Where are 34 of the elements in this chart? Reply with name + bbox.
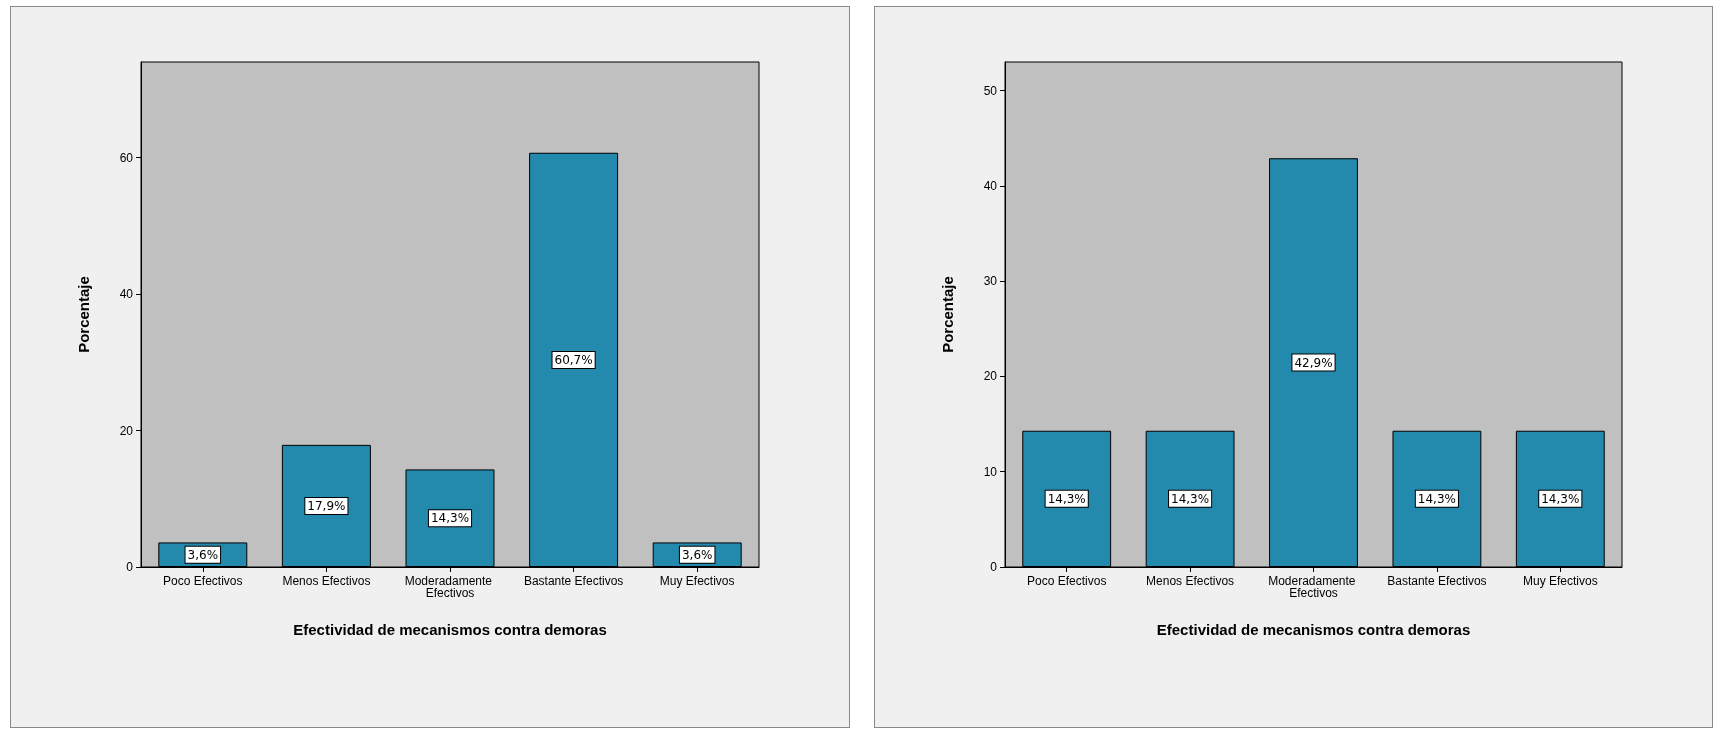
x-tick-label: Muy Efectivos [1522, 574, 1598, 588]
x-axis-title: Efectividad de mecanismos contra demoras [1156, 621, 1471, 638]
x-tick-label: Menos Efectivos [1146, 574, 1235, 588]
data-label: 60,7% [554, 352, 593, 367]
data-label: 14,3% [1541, 491, 1580, 506]
x-tick-label: Moderadamente Efectivos [1268, 574, 1359, 600]
data-label: 3,6% [681, 547, 713, 562]
x-tick-label: Bastante Efectivos [523, 574, 624, 588]
data-label: 17,9% [307, 498, 346, 513]
x-axis-title: Efectividad de mecanismos contra demoras [293, 621, 607, 638]
y-tick-label: 60 [119, 150, 134, 165]
x-tick-label: Poco Efectivos [163, 574, 243, 588]
data-label: 14,3% [1047, 491, 1086, 506]
y-tick-label: 10 [983, 464, 998, 479]
data-label: 14,3% [1417, 491, 1456, 506]
y-tick-label: 20 [983, 369, 998, 384]
y-tick-label: 30 [983, 274, 998, 289]
data-label: 14,3% [430, 511, 470, 526]
y-axis-title: Porcentaje [75, 276, 92, 353]
x-tick-label: Menos Efectivos [282, 574, 371, 588]
y-tick-label: 0 [126, 560, 134, 574]
y-tick-label: 0 [990, 560, 998, 574]
x-tick-label: Muy Efectivos [659, 574, 735, 588]
y-tick-label: 40 [119, 287, 134, 302]
x-tick-label: Bastante Efectivos [1387, 574, 1487, 588]
data-label: 42,9% [1294, 355, 1333, 370]
y-axis-title: Porcentaje [939, 276, 956, 353]
data-label: 3,6% [187, 547, 219, 562]
x-tick-label: Moderadamente Efectivos [404, 574, 496, 600]
data-label: 14,3% [1171, 491, 1210, 506]
y-tick-label: 40 [983, 178, 998, 193]
y-tick-label: 50 [983, 83, 998, 98]
y-tick-label: 20 [119, 423, 134, 438]
x-tick-label: Poco Efectivos [1027, 574, 1107, 588]
